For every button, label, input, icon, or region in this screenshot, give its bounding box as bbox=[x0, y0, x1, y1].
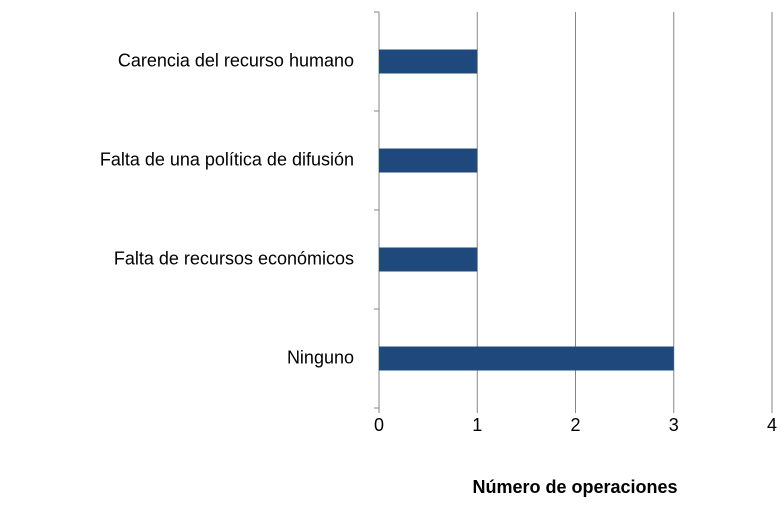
bar bbox=[379, 49, 478, 74]
y-tick-label: Falta de una política de difusión bbox=[100, 149, 354, 169]
y-tick-label: Ninguno bbox=[287, 347, 354, 367]
x-tick-label: 2 bbox=[570, 415, 580, 435]
x-tick-label: 0 bbox=[374, 415, 384, 435]
x-axis-title: Número de operaciones bbox=[472, 477, 677, 497]
bar bbox=[379, 346, 674, 371]
y-tick-label: Falta de recursos económicos bbox=[114, 248, 354, 268]
x-tick-label: 3 bbox=[669, 415, 679, 435]
bar bbox=[379, 148, 478, 173]
bar bbox=[379, 247, 478, 272]
x-tick-label: 4 bbox=[767, 415, 777, 435]
y-tick-label: Carencia del recurso humano bbox=[118, 50, 354, 70]
x-tick-label: 1 bbox=[472, 415, 482, 435]
